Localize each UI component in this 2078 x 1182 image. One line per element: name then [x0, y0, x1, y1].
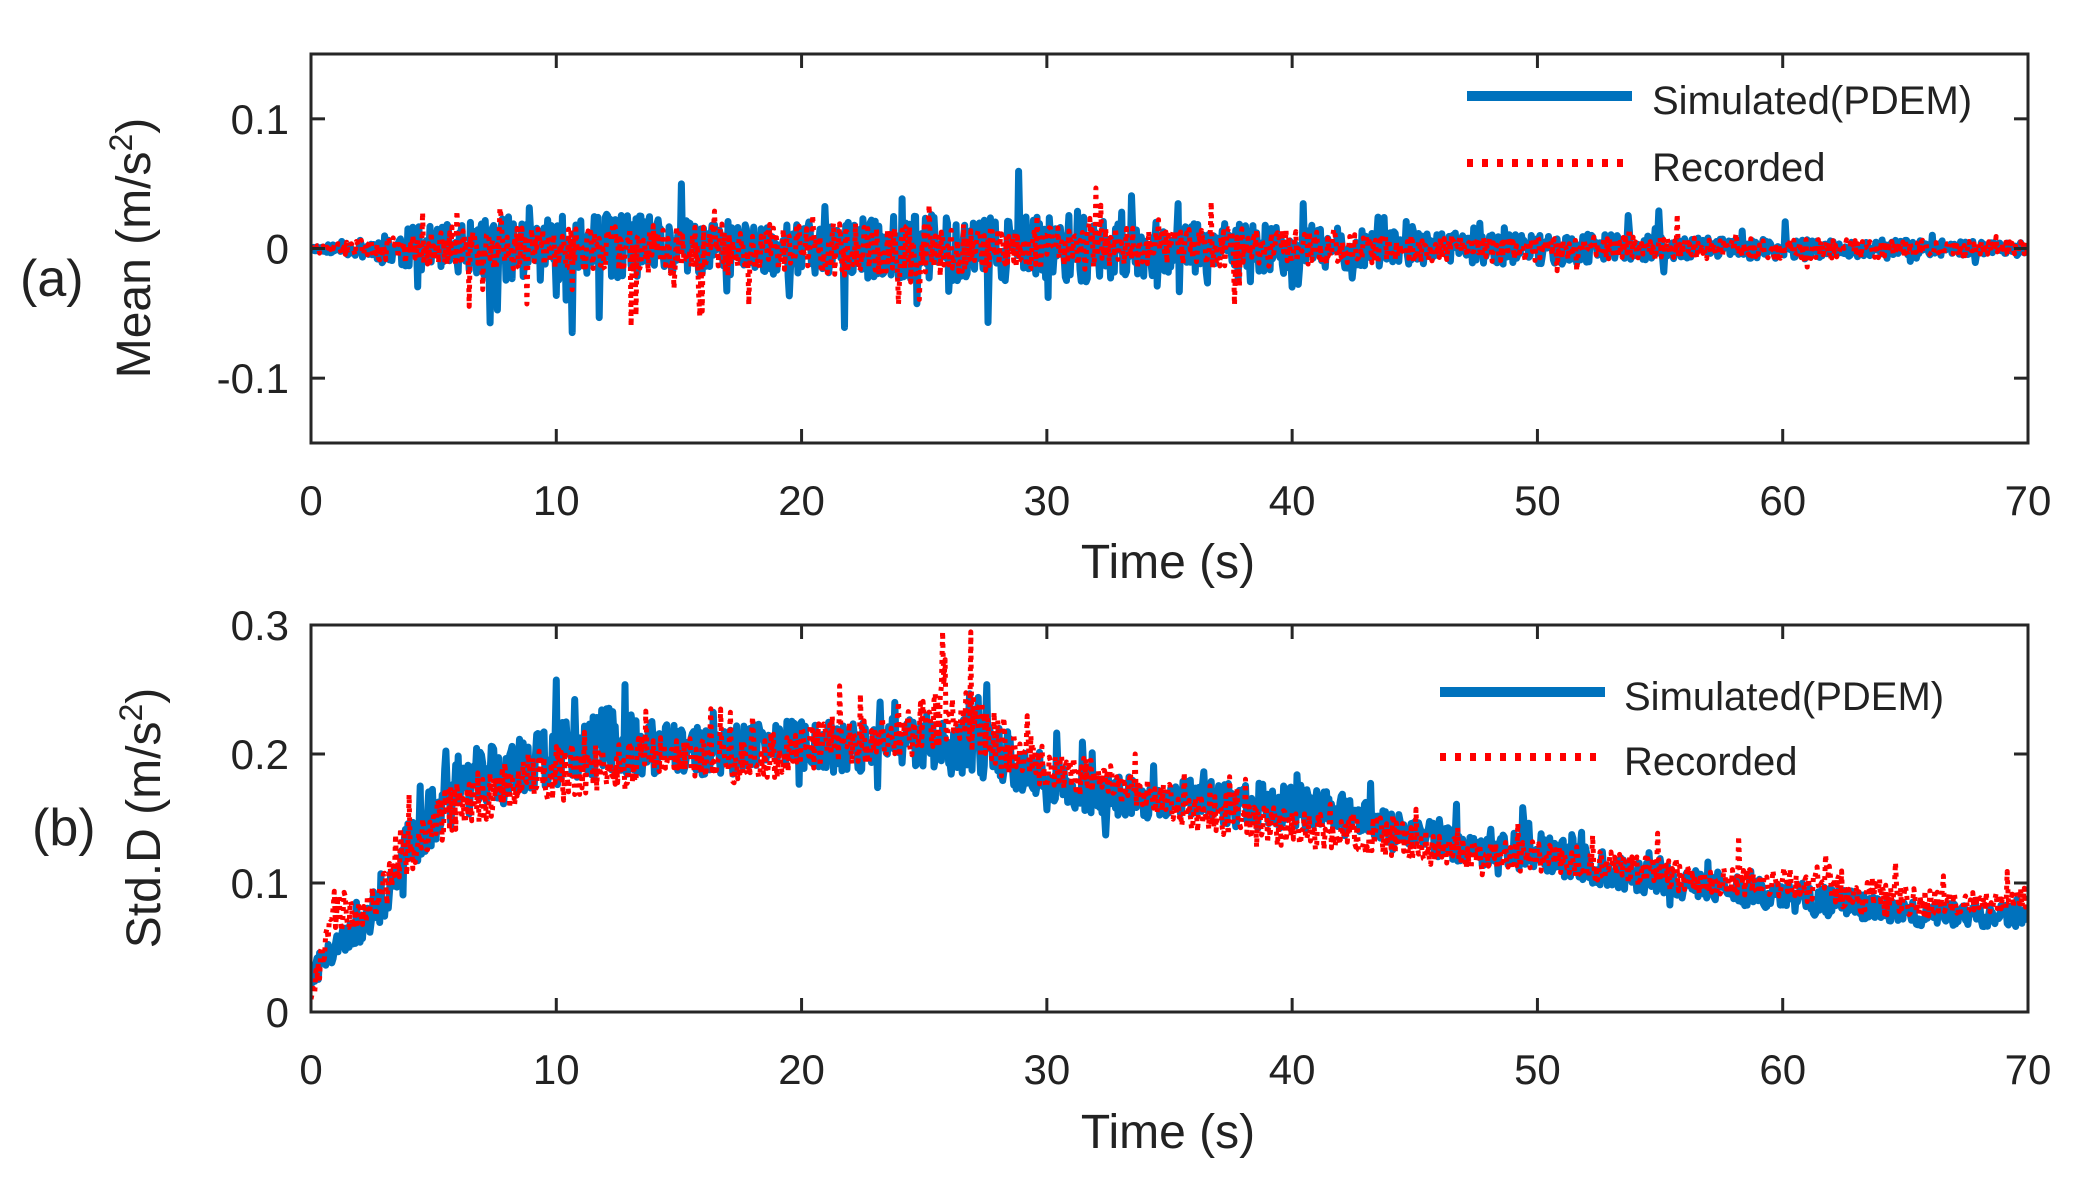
panel-b-chart: 0 10 20 30 40 50 60 70 0 0.1 0.2 0.3 Time (s) Std.…	[32, 602, 2051, 1159]
panel-b-legend-simulated-label: Simulated(PDEM)	[1624, 675, 1944, 719]
panel-b-x-axis-label: Time (s)	[1081, 1106, 1255, 1159]
panel-b-x-tick-label: 0	[299, 1046, 322, 1093]
panel-b-legend: Simulated(PDEM) Recorded	[1440, 675, 1944, 784]
panel-a-x-tick-label: 10	[533, 477, 580, 524]
panel-b-plot-area	[311, 628, 2028, 1000]
panel-b-x-ticks: 0 10 20 30 40 50 60 70	[299, 625, 2051, 1093]
panel-b-x-tick-label: 60	[1759, 1046, 1806, 1093]
panel-b-y-tick-label: 0.3	[231, 602, 289, 649]
panel-b-y-tick-label: 0	[266, 989, 289, 1036]
panel-b-x-tick-label: 10	[533, 1046, 580, 1093]
panel-b-x-tick-label: 20	[778, 1046, 825, 1093]
panel-b-simulated-series	[311, 676, 2028, 987]
panel-b-y-tick-label: 0.2	[231, 731, 289, 778]
panel-a-x-tick-label: 40	[1269, 477, 1316, 524]
panel-a-label: (a)	[20, 250, 84, 308]
panel-b-y-axis-label: Std.D (m/s2)	[113, 688, 171, 948]
panel-b-x-tick-label: 30	[1023, 1046, 1070, 1093]
panel-a-x-tick-label: 20	[778, 477, 825, 524]
panel-a-x-tick-label: 0	[299, 477, 322, 524]
panel-b-axes-box	[309, 623, 2030, 1014]
panel-b-recorded-line	[311, 628, 2028, 1000]
panel-a-x-tick-label: 70	[2005, 477, 2052, 524]
panel-a-y-ticks: -0.1 0 0.1	[217, 96, 2028, 402]
panel-b-x-tick-label: 70	[2005, 1046, 2052, 1093]
panel-a-legend-recorded-label: Recorded	[1652, 146, 1825, 190]
panel-a-x-axis-label: Time (s)	[1081, 536, 1255, 589]
panel-a-recorded-line	[311, 185, 2028, 329]
panel-a-recorded-series	[311, 185, 2028, 329]
panel-a-y-tick-label: 0	[266, 226, 289, 273]
panel-b-recorded-series	[311, 628, 2028, 1000]
panel-a-legend-simulated-label: Simulated(PDEM)	[1652, 79, 1972, 123]
panel-b-label: (b)	[32, 799, 96, 857]
panel-a-legend: Simulated(PDEM) Recorded	[1467, 79, 1972, 190]
panel-b-simulated-line	[311, 676, 2028, 987]
panel-b-y-ticks: 0 0.1 0.2 0.3	[231, 602, 2028, 1036]
panel-a-plot-area	[311, 167, 2028, 337]
panel-a-x-tick-label: 60	[1759, 477, 1806, 524]
panel-b-legend-recorded-label: Recorded	[1624, 740, 1797, 784]
panel-b-y-tick-label: 0.1	[231, 860, 289, 907]
panel-a-y-axis-label: Mean (m/s2)	[103, 118, 161, 379]
panel-a-x-tick-label: 50	[1514, 477, 1561, 524]
panel-a-y-tick-label: -0.1	[217, 355, 289, 402]
panel-a-y-tick-label: 0.1	[231, 96, 289, 143]
panel-a-x-ticks: 0 10 20 30 40 50 60 70	[299, 54, 2051, 524]
panel-a-x-tick-label: 30	[1023, 477, 1070, 524]
panel-b-x-tick-label: 50	[1514, 1046, 1561, 1093]
panel-b-x-tick-label: 40	[1269, 1046, 1316, 1093]
